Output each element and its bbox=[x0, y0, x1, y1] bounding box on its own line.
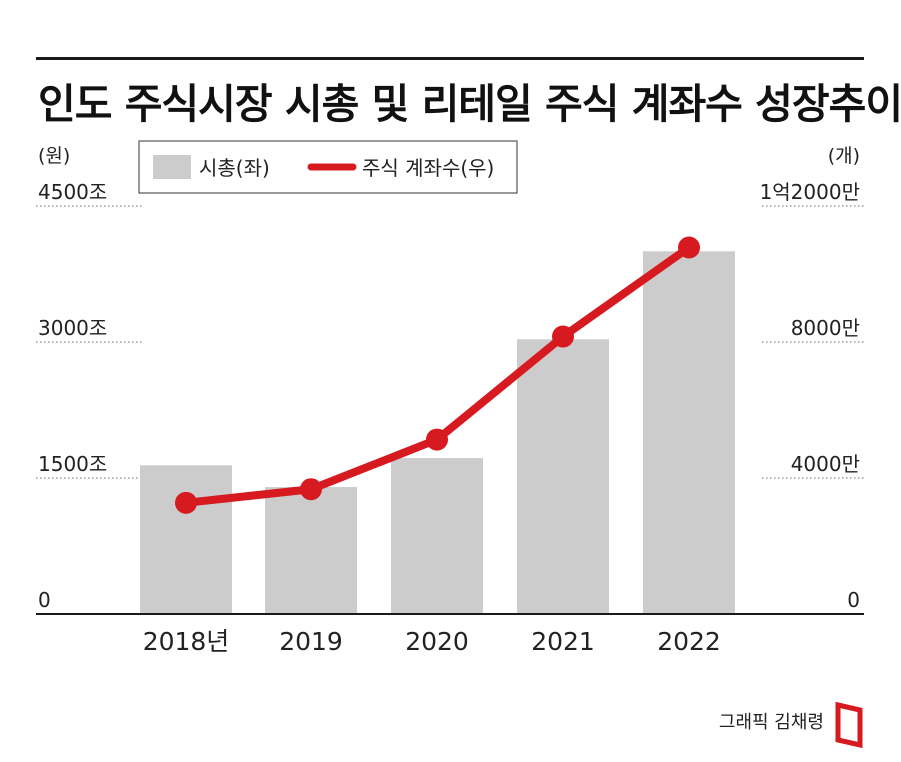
legend-label-market-cap: 시총(좌) bbox=[199, 156, 270, 180]
x-tick-label: 2019 bbox=[279, 627, 343, 656]
top-rule bbox=[36, 57, 864, 60]
line-point-account-count bbox=[300, 478, 322, 501]
right-tick-label: 8000만 bbox=[791, 316, 860, 340]
left-tick-label: 3000조 bbox=[38, 316, 107, 340]
right-tick-label: 1억2000만 bbox=[760, 180, 860, 204]
right-tick-label: 4000만 bbox=[791, 452, 860, 476]
x-tick-label: 2021 bbox=[531, 627, 595, 656]
line-point-account-count bbox=[552, 325, 574, 348]
left-axis-unit: (원) bbox=[38, 145, 70, 167]
x-tick-label: 2018년 bbox=[143, 627, 230, 656]
right-axis-unit: (개) bbox=[828, 145, 860, 167]
bar-market-cap bbox=[643, 251, 735, 615]
bar-market-cap bbox=[517, 339, 609, 614]
line-point-account-count bbox=[426, 428, 448, 451]
right-tick-label: 0 bbox=[847, 588, 860, 612]
chart-title: 인도 주식시장 시총 및 리테일 주식 계좌수 성장추이 bbox=[38, 80, 901, 128]
legend-label-accounts: 주식 계좌수(우) bbox=[362, 156, 494, 180]
left-tick-label: 1500조 bbox=[38, 452, 107, 476]
legend-bar-swatch bbox=[153, 155, 191, 179]
x-tick-label: 2020 bbox=[405, 627, 469, 656]
bar-market-cap bbox=[391, 458, 483, 614]
graphic-credit: 그래픽 김채령 bbox=[718, 712, 824, 733]
x-tick-label: 2022 bbox=[657, 627, 721, 656]
line-point-account-count bbox=[678, 236, 700, 259]
line-point-account-count bbox=[175, 491, 197, 514]
left-tick-label: 4500조 bbox=[38, 180, 107, 204]
bar-market-cap bbox=[265, 487, 357, 614]
left-tick-label: 0 bbox=[38, 588, 51, 612]
publisher-logo-icon bbox=[835, 702, 863, 748]
bar-market-cap bbox=[140, 465, 232, 614]
